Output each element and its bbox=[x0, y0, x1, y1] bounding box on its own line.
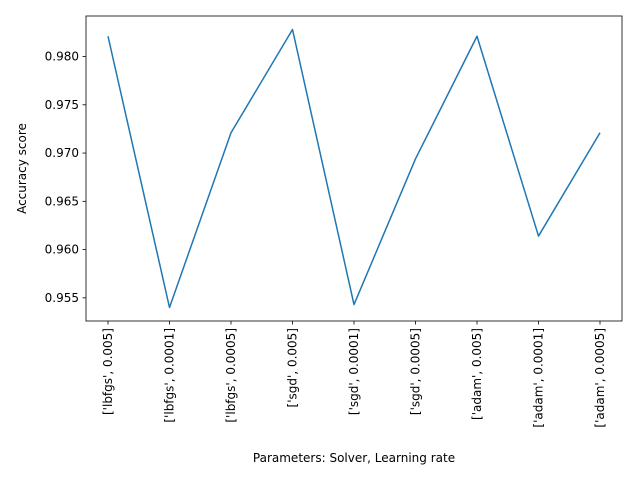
x-axis-label: Parameters: Solver, Learning rate bbox=[253, 451, 455, 465]
x-tick-label: ['lbfgs', 0.0005] bbox=[224, 328, 238, 423]
x-tick-label: ['lbfgs', 0.005] bbox=[101, 328, 115, 415]
x-tick-label: ['sgd', 0.0005] bbox=[409, 328, 423, 415]
x-axis-ticks: ['lbfgs', 0.005] ['lbfgs', 0.0001] ['lbfgs… bbox=[101, 321, 607, 428]
y-tick-label: 0.975 bbox=[45, 98, 79, 112]
accuracy-series-line bbox=[107, 28, 601, 309]
x-tick-label: ['adam', 0.0001] bbox=[532, 328, 546, 428]
y-tick-label: 0.965 bbox=[45, 194, 79, 208]
y-axis-ticks: 0.955 0.960 0.965 0.970 0.975 0.980 bbox=[45, 50, 86, 305]
y-axis-label: Accuracy score bbox=[15, 123, 29, 214]
plot-area bbox=[107, 28, 601, 309]
x-tick-label: ['sgd', 0.005] bbox=[286, 328, 300, 407]
x-tick-label: ['adam', 0.005] bbox=[470, 328, 484, 420]
x-tick-label: ['sgd', 0.0001] bbox=[347, 328, 361, 415]
x-tick-label: ['adam', 0.0005] bbox=[593, 328, 607, 428]
y-tick-label: 0.960 bbox=[45, 243, 79, 257]
y-tick-label: 0.980 bbox=[45, 50, 79, 64]
y-tick-label: 0.955 bbox=[45, 291, 79, 305]
x-tick-label: ['lbfgs', 0.0001] bbox=[163, 328, 177, 423]
y-tick-label: 0.970 bbox=[45, 146, 79, 160]
